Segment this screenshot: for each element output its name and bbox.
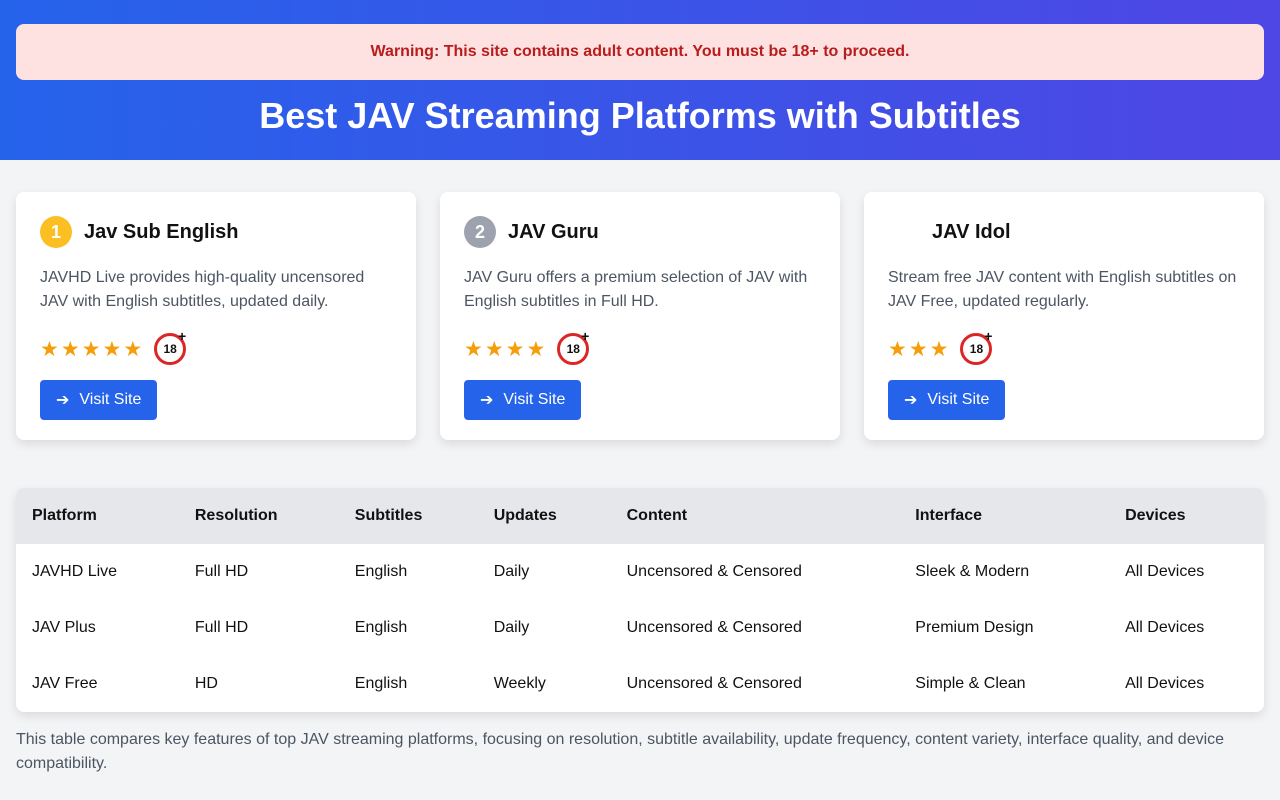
star-icon: ★ [464,337,483,361]
platform-card: JAV Idol Stream free JAV content with En… [864,192,1264,440]
platform-card: 1 Jav Sub English JAVHD Live provides hig… [16,192,416,440]
age-18-plus-icon: 18 + [960,328,993,365]
arrow-right-icon: ➔ [904,392,918,409]
table-cell: Uncensored & Censored [626,563,802,580]
column-header: Updates [477,488,611,544]
visit-site-button[interactable]: ➔ Visit Site [40,380,158,420]
star-icon: ★ [102,337,122,361]
column-header: Interface [899,488,1110,544]
rating: ★★★ 18 + [888,328,1240,366]
table-cell: Weekly [493,675,546,692]
table-cell: JAV Plus [32,619,96,636]
table-caption: This table compares key features of top … [16,731,1225,772]
star-icon: ★ [40,337,59,361]
rank-badge [888,216,920,248]
platform-name: JAV Guru [508,220,599,243]
platform-description: JAV Guru offers a premium selection of J… [464,269,808,310]
arrow-right-icon: ➔ [480,392,494,409]
table-cell: Daily [493,619,530,636]
star-icon: ★ [888,337,907,361]
table-cell: Uncensored & Censored [626,619,802,636]
star-icon: ★ [484,337,504,361]
visit-site-button[interactable]: ➔ Visit Site [888,380,1006,420]
platform-name: JAV Idol [932,220,1011,243]
column-header: Subtitles [338,488,478,544]
table-cell: Full HD [194,563,249,580]
table-cell: Uncensored & Censored [626,675,802,692]
table-cell: English [354,619,408,636]
table-cell: Full HD [194,619,249,636]
table-cell: All Devices [1125,619,1205,636]
arrow-right-icon: ➔ [56,392,70,409]
table-row: JAV Plus Full HD English Daily Uncensored & … [16,600,1264,656]
star-icon: ★ [929,337,949,361]
table-cell: Sleek & Modern [915,563,1030,580]
column-header: Content [610,488,900,544]
column-header: Resolution [178,488,339,544]
age-warning-banner: Warning: This site contains adult conten… [16,24,1264,80]
table-cell: English [354,675,408,692]
comparison-table: Platform Resolution Subtitles Updates Conten… [16,488,1264,712]
star-icon: ★ [526,337,546,361]
table-cell: HD [194,675,218,692]
star-icon: ★ [123,337,143,361]
platform-cards: 1 Jav Sub English JAVHD Live provides hig… [0,160,1280,440]
table-cell: English [354,563,408,580]
table-cell: JAVHD Live [32,563,118,580]
platform-description: Stream free JAV content with English sub… [888,269,1237,310]
star-icon: ★ [60,337,80,361]
platform-card: 2 JAV Guru JAV Guru offers a premium sele… [440,192,840,440]
page-title: Best JAV Streaming Platforms with Subtit… [259,95,1021,136]
visit-site-button[interactable]: ➔ Visit Site [464,380,582,420]
table-cell: All Devices [1125,675,1205,692]
column-header: Platform [16,488,179,544]
table-row: JAVHD Live Full HD English Daily Uncensored … [16,544,1264,600]
table-cell: Premium Design [915,619,1034,636]
page-header: Warning: This site contains adult conten… [0,0,1280,160]
table-cell: All Devices [1125,563,1205,580]
table-row: JAV Free HD English Weekly Uncensored & Cens… [16,656,1264,712]
table-cell: JAV Free [32,675,98,692]
star-icon: ★ [81,337,101,361]
age-18-plus-icon: 18 + [154,328,187,365]
table-header-row: Platform Resolution Subtitles Updates Conten… [16,488,1264,544]
table-cell: Daily [493,563,530,580]
rank-badge: 2 [464,216,496,248]
table-cell: Simple & Clean [915,675,1026,692]
platform-description: JAVHD Live provides high-quality uncenso… [40,269,365,310]
star-icon: ★ [505,337,525,361]
age-18-plus-icon: 18 + [557,328,590,365]
rating: ★★★★ 18 + [464,328,816,366]
star-icon: ★ [908,337,928,361]
rating: ★★★★★ 18 + [40,328,392,366]
column-header: Devices [1109,488,1264,544]
rank-badge: 1 [40,216,72,248]
platform-name: Jav Sub English [84,220,239,243]
